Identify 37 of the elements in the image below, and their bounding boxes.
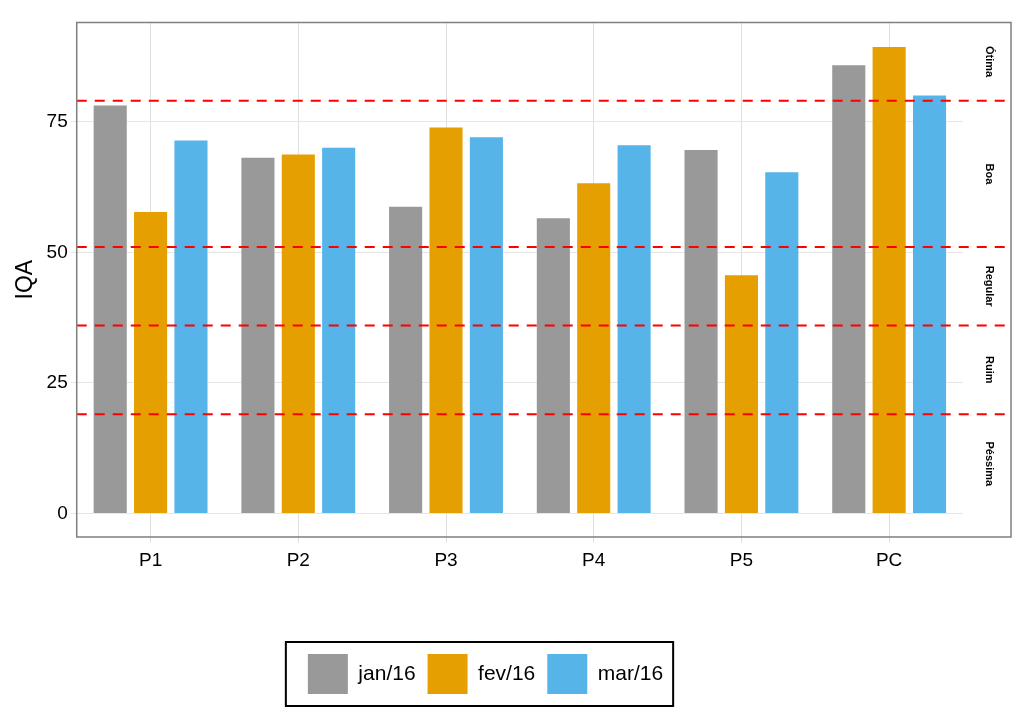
bar <box>872 46 906 513</box>
bar <box>912 95 947 513</box>
x-tick-label: P1 <box>138 548 163 570</box>
bar <box>684 149 718 513</box>
legend-label: jan/16 <box>357 660 416 684</box>
bar <box>469 137 503 513</box>
annotation: Péssima <box>983 441 996 488</box>
y-tick-label: 50 <box>46 240 68 262</box>
legend-label: fev/16 <box>478 660 536 684</box>
x-tick-label: P5 <box>729 548 754 570</box>
x-tick-label: P4 <box>582 548 606 570</box>
y-axis-title: IQA <box>11 259 38 300</box>
bar <box>832 65 866 513</box>
x-tick-label: P2 <box>286 548 310 570</box>
bar <box>724 275 758 513</box>
y-tick-label: 25 <box>46 371 68 393</box>
bar <box>389 206 423 513</box>
bar <box>429 127 463 513</box>
y-tick-label: 0 <box>57 501 68 523</box>
annotation: Ruim <box>983 356 996 384</box>
annotation: Boa <box>983 163 996 186</box>
bar <box>93 105 127 513</box>
y-tick-label: 75 <box>46 109 68 131</box>
bar <box>281 154 315 513</box>
x-tick-label: P3 <box>434 548 458 570</box>
legend-label: mar/16 <box>597 660 664 684</box>
annotation: Ótima <box>983 45 996 79</box>
bar <box>322 147 356 513</box>
bar <box>765 172 799 513</box>
bar <box>577 183 611 513</box>
bar <box>174 140 208 513</box>
bar <box>536 218 570 513</box>
bar <box>241 157 275 513</box>
annotation: Regular <box>983 265 996 308</box>
bar <box>134 212 168 513</box>
bar <box>617 145 651 513</box>
x-tick-label: PC <box>875 548 903 570</box>
